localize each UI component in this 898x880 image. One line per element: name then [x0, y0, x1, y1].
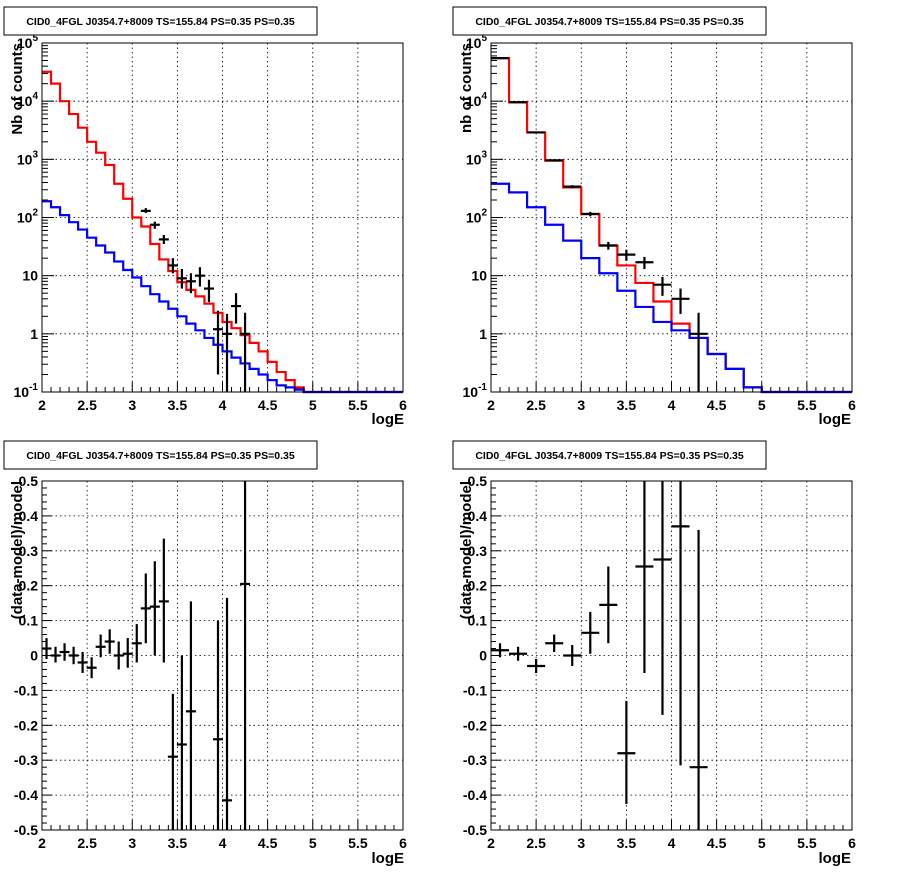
x-axis-label: logE	[372, 411, 405, 428]
y-tick-label: 0.4	[468, 508, 488, 524]
y-tick-label: 0.3	[19, 543, 39, 559]
y-tick-label: 0.3	[468, 543, 488, 559]
y-tick-label: -0.2	[463, 717, 487, 733]
x-tick-label: 4	[219, 397, 227, 413]
x-tick-label: 3.5	[617, 397, 637, 413]
pad-1: 2 2.5 3 3.5 4 4.5 5 5.5 6 10-1 1 10 102 103 104 105 logE…	[3, 6, 407, 428]
y-tick-label: 10-1	[14, 382, 39, 400]
title-box	[3, 6, 318, 36]
y-tick-label: 0.1	[19, 613, 39, 629]
x-tick-label: 6	[848, 835, 856, 851]
y-axis-label: (data-model)/model	[9, 481, 26, 619]
x-tick-label: 4	[219, 835, 227, 851]
x-tick-label: 5	[758, 397, 766, 413]
y-tick-label: 0.2	[468, 578, 488, 594]
chart-title: CID0_4FGL J0354.7+8009 TS=155.84 PS=0.35…	[26, 450, 294, 462]
x-tick-label: 2	[487, 397, 495, 413]
chart-title: CID0_4FGL J0354.7+8009 TS=155.84 PS=0.35…	[475, 450, 743, 462]
x-tick-label: 5	[309, 397, 317, 413]
y-tick-label: 1	[30, 326, 38, 342]
y-tick-label: 0	[30, 648, 38, 664]
x-tick-label: 2	[38, 835, 46, 851]
x-tick-label: 3.5	[168, 397, 188, 413]
x-tick-label: 4	[668, 835, 676, 851]
y-tick-label: -0.5	[14, 822, 38, 838]
x-tick-label: 4.5	[258, 397, 278, 413]
x-tick-label: 2.5	[526, 397, 546, 413]
x-tick-label: 2.5	[526, 835, 546, 851]
title-box	[3, 440, 318, 470]
y-tick-label: 103	[17, 149, 39, 167]
y-tick-label: 103	[466, 149, 488, 167]
chart-title: CID0_4FGL J0354.7+8009 TS=155.84 PS=0.35…	[26, 16, 294, 28]
x-tick-label: 2.5	[77, 397, 97, 413]
y-tick-label: 0	[479, 648, 487, 664]
y-axis-label: Nb of counts	[9, 43, 26, 135]
x-tick-label: 4.5	[707, 397, 727, 413]
y-tick-label: 104	[466, 91, 488, 109]
y-tick-label: 0.4	[19, 508, 39, 524]
x-tick-label: 3	[577, 397, 585, 413]
pad-3: 2 2.5 3 3.5 4 4.5 5 5.5 6 -0.5 -0.4 -0.3 -0.2 -0.1 0 0.…	[3, 440, 407, 867]
chart-title: CID0_4FGL J0354.7+8009 TS=155.84 PS=0.35…	[475, 16, 743, 28]
x-tick-label: 6	[848, 397, 856, 413]
x-tick-label: 2.5	[77, 835, 97, 851]
y-tick-label: 10	[22, 268, 38, 284]
x-tick-label: 5.5	[348, 835, 368, 851]
x-tick-label: 3	[577, 835, 585, 851]
y-tick-label: 0.5	[19, 473, 39, 489]
x-tick-label: 3	[128, 835, 136, 851]
y-tick-label: 10	[471, 268, 487, 284]
y-tick-label: 104	[17, 91, 39, 109]
x-tick-label: 5	[309, 835, 317, 851]
y-axis-label: nb of counts	[458, 43, 475, 133]
y-tick-label: 102	[466, 208, 488, 226]
y-tick-label: -0.4	[14, 787, 38, 803]
y-tick-label: 1	[479, 326, 487, 342]
y-tick-label: -0.2	[14, 717, 38, 733]
y-tick-label: 105	[466, 33, 488, 51]
x-tick-label: 5.5	[797, 835, 817, 851]
y-tick-label: -0.4	[463, 787, 487, 803]
x-axis-label: logE	[372, 850, 405, 867]
y-tick-label: 10-1	[463, 382, 488, 400]
x-tick-label: 5.5	[797, 397, 817, 413]
x-tick-label: 6	[399, 397, 407, 413]
y-tick-label: 0.2	[19, 578, 39, 594]
y-tick-label: -0.1	[463, 682, 487, 698]
title-box	[452, 440, 767, 470]
y-tick-label: 0.1	[468, 613, 488, 629]
y-tick-label: -0.5	[463, 822, 487, 838]
y-tick-label: -0.3	[463, 752, 487, 768]
x-tick-label: 3.5	[617, 835, 637, 851]
x-tick-label: 2	[487, 835, 495, 851]
x-tick-label: 4	[668, 397, 676, 413]
x-axis-label: logE	[819, 850, 852, 867]
y-tick-label: 0.5	[468, 473, 488, 489]
pad-2: 2 2.5 3 3.5 4 4.5 5 5.5 6 10-1 1 10 102 103 104 105 logE…	[452, 6, 856, 428]
y-axis-label: (data-model)/model	[458, 481, 475, 619]
x-tick-label: 5	[758, 835, 766, 851]
x-tick-label: 3	[128, 397, 136, 413]
x-tick-label: 3.5	[168, 835, 188, 851]
x-tick-label: 4.5	[258, 835, 278, 851]
y-tick-label: 102	[17, 208, 39, 226]
x-tick-label: 5.5	[348, 397, 368, 413]
x-tick-label: 2	[38, 397, 46, 413]
y-tick-label: 105	[17, 33, 39, 51]
x-tick-label: 4.5	[707, 835, 727, 851]
x-axis-label: logE	[819, 411, 852, 428]
y-tick-label: -0.3	[14, 752, 38, 768]
x-tick-label: 6	[399, 835, 407, 851]
title-box	[452, 6, 767, 36]
y-tick-label: -0.1	[14, 682, 38, 698]
pad-4: 2 2.5 3 3.5 4 4.5 5 5.5 6 -0.5 -0.4 -0.3 -0.2 -0.1 0 0.…	[452, 440, 856, 867]
